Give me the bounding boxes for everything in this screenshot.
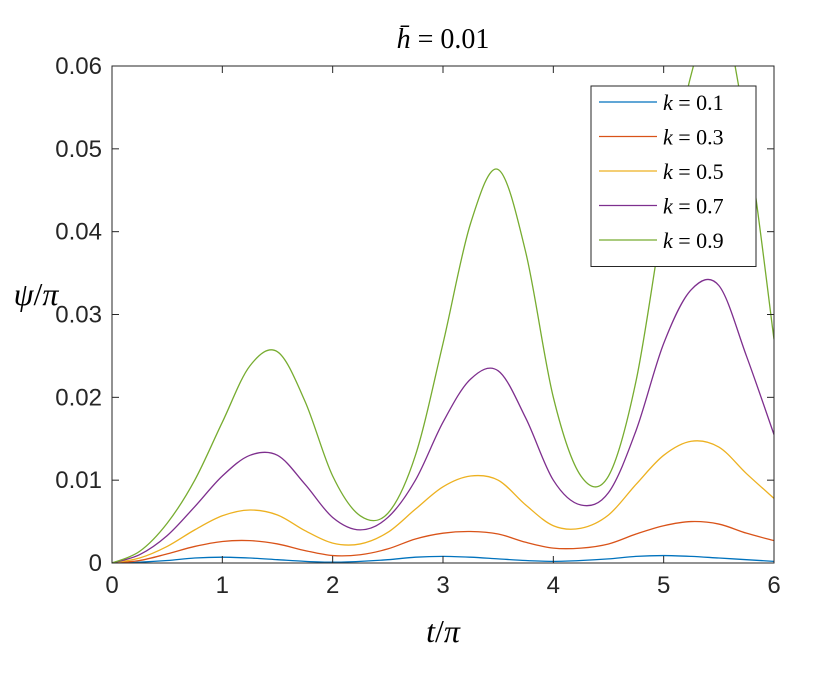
y-tick-label: 0.03: [55, 302, 102, 329]
series-line-4: [112, 278, 774, 563]
x-tick-label: 6: [767, 572, 780, 599]
y-tick-label: 0.02: [55, 384, 102, 411]
x-tick-label: 1: [216, 572, 229, 599]
chart-title-text: h̄ = 0.01: [397, 24, 490, 55]
x-tick-label: 3: [436, 572, 449, 599]
legend-label-4: k = 0.7: [663, 194, 724, 219]
x-tick-label: 4: [547, 572, 560, 599]
legend-label-3: k = 0.5: [663, 159, 724, 184]
legend-label-2: k = 0.3: [663, 125, 724, 150]
y-tick-label: 0.04: [55, 219, 102, 246]
series-line-3: [112, 440, 774, 563]
x-axis-label-text: t/π: [426, 613, 461, 649]
series-line-2: [112, 520, 774, 563]
x-tick-label: 0: [105, 572, 118, 599]
y-tick-label: 0.01: [55, 467, 102, 494]
y-tick-label: 0.05: [55, 136, 102, 163]
y-axis-label: ψ/π: [14, 276, 60, 312]
x-axis-label: t/π: [426, 613, 461, 649]
chart-title: h̄ = 0.01: [397, 24, 490, 55]
legend: k = 0.1 k = 0.3 k = 0.5 k = 0.7 k = 0.9: [590, 85, 757, 267]
legend-label-1: k = 0.1: [663, 90, 724, 115]
x-tick-label: 2: [326, 572, 339, 599]
y-axis-label-text: ψ/π: [14, 276, 60, 312]
axes: 0 1 2 3 4 5 6 0 0.01 0.02 0.03 0.04 0.05 0.06: [55, 53, 780, 599]
x-tick-label: 5: [657, 572, 670, 599]
legend-label-5: k = 0.9: [663, 228, 724, 253]
y-tick-label: 0: [89, 550, 102, 577]
y-tick-label: 0.06: [55, 53, 102, 80]
legend-box: [590, 85, 757, 267]
